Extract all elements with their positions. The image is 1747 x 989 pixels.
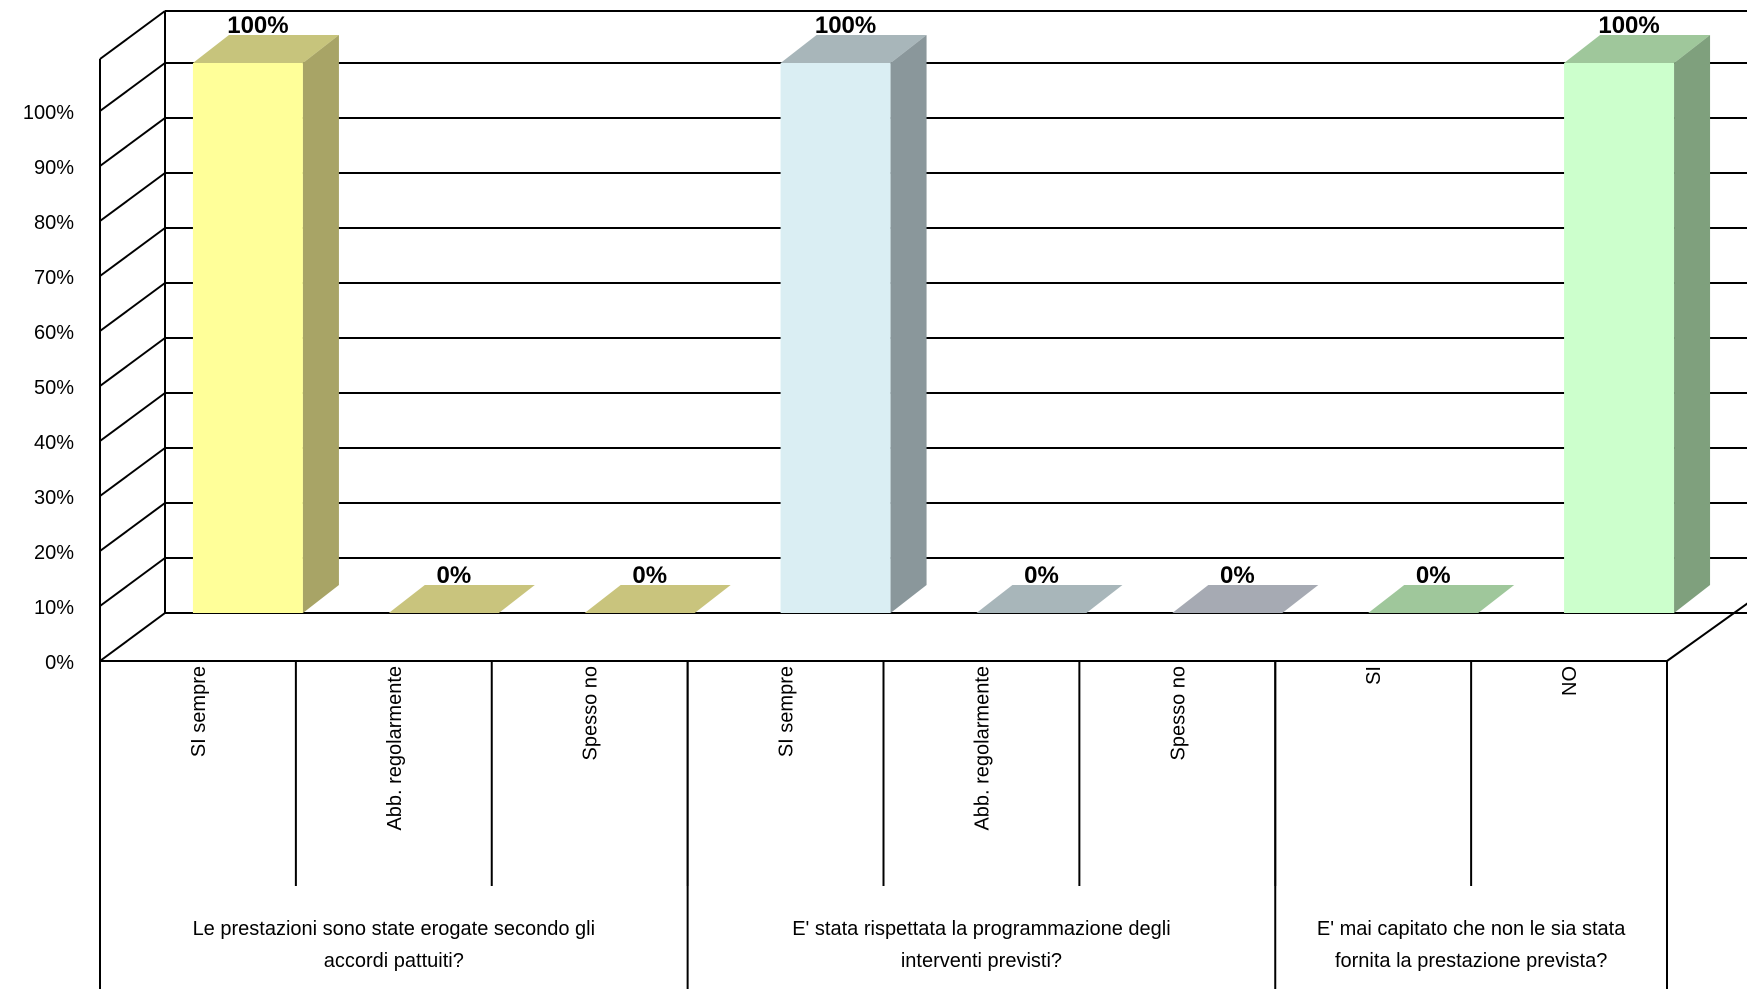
side-wall-line [99,117,166,167]
side-wall-line [99,282,166,332]
group-label: Le prestazioni sono state erogate second… [193,918,596,940]
side-wall-line [99,172,166,222]
side-wall-top [99,10,166,60]
data-label: 100% [227,12,288,39]
side-wall-line [99,392,166,442]
bar-top [584,585,731,613]
group-label: fornita la prestazione prevista? [1335,950,1607,972]
group-label: interventi previsti? [901,950,1062,972]
side-wall-line [99,62,166,112]
y-tick-label: 20% [34,542,74,564]
y-tick-label: 10% [34,597,74,619]
bar-front [192,63,303,613]
bar-side [302,35,339,613]
side-wall-line [99,337,166,387]
bar-side [1674,35,1711,613]
bar-top [1564,35,1711,63]
category-axis: SI sempre Abb. regolarmente Spesso no SI se… [99,661,1668,989]
floor-right-edge [1666,602,1747,662]
y-tick-label: 60% [34,322,74,344]
bar-top [1368,585,1515,613]
y-tick-label: 50% [34,377,74,399]
bar-front [780,63,891,613]
bar-top [976,585,1123,613]
bar-side [890,35,927,613]
data-label: 100% [1598,12,1659,39]
bars [192,35,1711,613]
group-label: accordi pattuiti? [324,950,464,972]
y-tick-label: 100% [23,102,74,124]
data-label: 0% [1220,562,1255,589]
group-label: E' mai capitato che non le sia stata [1317,918,1626,940]
y-tick-label: 40% [34,432,74,454]
data-labels: 100% 0% 0% 100% 0% 0% 0% 100% [227,12,1660,589]
x-tick-label: SI [1363,666,1385,685]
x-tick-label: Spesso no [580,666,602,761]
data-label: 0% [632,562,667,589]
y-tick-label: 70% [34,267,74,289]
x-tick-label: Abb. regolarmente [384,666,406,831]
data-label: 0% [1416,562,1451,589]
data-label: 100% [815,12,876,39]
bar-top [388,585,535,613]
side-wall-line [99,227,166,277]
side-wall-line [99,557,166,607]
gridlines [99,10,1747,662]
x-tick-label: NO [1559,666,1581,696]
data-label: 0% [1024,562,1059,589]
bar-top [780,35,927,63]
x-tick-label: SI sempre [776,666,798,757]
bar-top [1172,585,1319,613]
bar-front [1564,63,1675,613]
data-label: 0% [436,562,471,589]
side-wall-line [99,612,166,662]
x-tick-label: Abb. regolarmente [971,666,993,831]
y-tick-label: 0% [45,652,74,674]
group-label: E' stata rispettata la programmazione de… [792,918,1170,940]
side-wall-line [99,447,166,497]
x-tick-label: SI sempre [188,666,210,757]
y-tick-label: 30% [34,487,74,509]
bar-top [192,35,339,63]
x-tick-label: Spesso no [1167,666,1189,761]
side-wall-line [99,502,166,552]
y-tick-label: 90% [34,157,74,179]
y-tick-label: 80% [34,212,74,234]
